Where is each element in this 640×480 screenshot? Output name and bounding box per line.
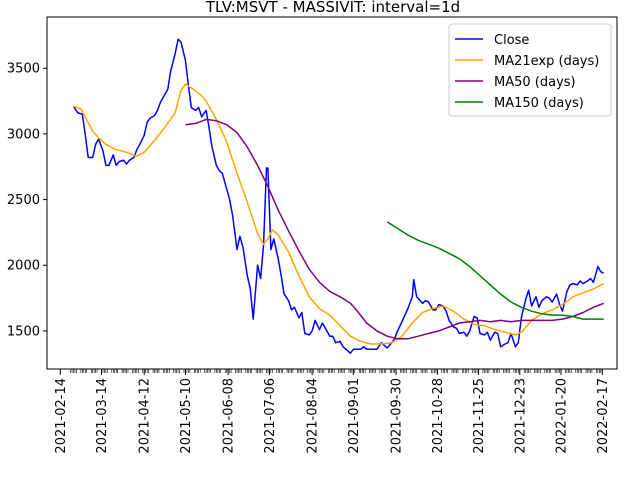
y-axis: 1500 2000 2500 3000 3500 <box>7 62 47 339</box>
y-tick-label-0: 1500 <box>7 324 40 339</box>
y-tick-label-4: 3500 <box>7 62 40 77</box>
y-tick-label-3: 3000 <box>7 127 40 142</box>
series-line-1 <box>73 83 605 345</box>
legend-box <box>448 23 612 117</box>
x-tick-label-12: 2022-01-20 <box>555 378 570 454</box>
x-tick-label-11: 2021-12-23 <box>513 378 528 454</box>
x-tick-label-4: 2021-06-08 <box>222 378 237 454</box>
series-layer <box>72 38 605 354</box>
x-tick-label-9: 2021-10-28 <box>431 378 446 454</box>
series-line-3 <box>386 221 604 320</box>
x-tick-label-2: 2021-04-12 <box>138 378 153 454</box>
legend-label-2: MA50 (days) <box>494 75 576 90</box>
series-line-2 <box>185 118 604 340</box>
y-tick-label-2: 2500 <box>7 193 40 208</box>
x-tick-label-0: 2021-02-14 <box>54 378 69 454</box>
x-tick-label-8: 2021-09-30 <box>390 378 405 454</box>
legend-label-1: MA21exp (days) <box>494 54 599 69</box>
series-line-0 <box>72 38 605 354</box>
x-axis: 2021-02-14 2021-03-14 2021-04-12 2021-05-10… <box>54 369 611 454</box>
x-tick-label-5: 2021-07-06 <box>263 378 278 454</box>
x-tick-label-13: 2022-02-17 <box>596 378 611 454</box>
x-tick-label-7: 2021-09-01 <box>347 378 362 454</box>
x-tick-label-6: 2021-08-04 <box>306 378 321 454</box>
x-tick-label-10: 2021-11-25 <box>472 378 487 454</box>
x-tick-label-1: 2021-03-14 <box>95 378 110 454</box>
legend-label-0: Close <box>494 33 529 48</box>
legend-label-3: MA150 (days) <box>494 96 584 111</box>
legend: Close MA21exp (days) MA50 (days) MA150 (day… <box>448 23 612 117</box>
y-tick-label-1: 2000 <box>7 259 40 274</box>
x-tick-label-3: 2021-05-10 <box>179 378 194 454</box>
chart-title: TLV:MSVT - MASSIVIT: interval=1d <box>205 0 460 16</box>
